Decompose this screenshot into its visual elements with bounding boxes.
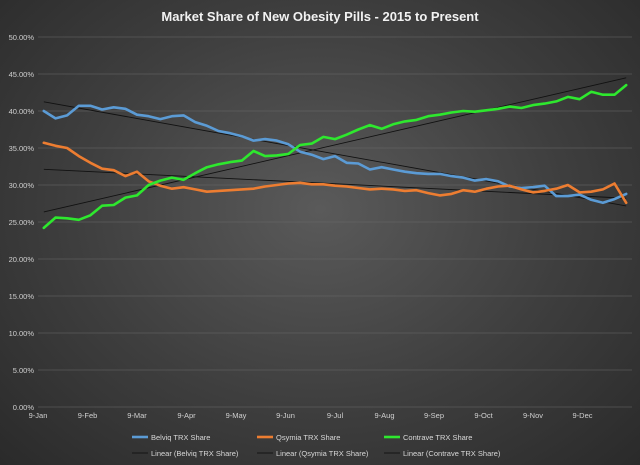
x-tick-label: 9-Jan [29,411,48,420]
x-tick-label: 9-Dec [572,411,592,420]
trendline [43,101,627,207]
legend-label: Qsymia TRX Share [276,433,340,442]
chart-title: Market Share of New Obesity Pills - 2015… [161,9,479,24]
x-tick-label: 9-Feb [78,411,98,420]
x-tick-label: 9-Jul [327,411,344,420]
legend-label: Linear (Contrave TRX Share) [403,449,501,458]
y-tick-label: 40.00% [9,107,35,116]
grid [38,36,632,408]
legend-label: Linear (Belviq TRX Share) [151,449,239,458]
y-tick-label: 10.00% [9,329,35,338]
x-tick-label: 9-Aug [374,411,394,420]
x-tick-label: 9-Oct [474,411,493,420]
x-tick-label: 9-Mar [127,411,147,420]
y-tick-label: 50.00% [9,33,35,42]
series-line [42,104,628,205]
trendline [43,77,627,213]
y-axis-ticks: 0.00% 5.00% 10.00% 15.00% 20.00% 25.00% 30.00%… [9,33,35,412]
y-tick-label: 45.00% [9,70,35,79]
y-tick-label: 20.00% [9,255,35,264]
y-tick-label: 35.00% [9,144,35,153]
legend: Belviq TRX Share Qsymia TRX Share Contrave… [132,433,501,458]
y-tick-label: 5.00% [13,366,35,375]
series-line [42,83,628,230]
legend-label: Contrave TRX Share [403,433,472,442]
legend-label: Linear (Qsymia TRX Share) [276,449,369,458]
legend-label: Belviq TRX Share [151,433,210,442]
x-tick-label: 9-Apr [177,411,196,420]
y-tick-label: 0.00% [13,403,35,412]
series-lines [42,83,628,230]
y-tick-label: 25.00% [9,218,35,227]
x-tick-label: 9-Sep [424,411,444,420]
series-line [42,141,628,205]
x-tick-label: 9-May [226,411,247,420]
x-tick-label: 9-Nov [523,411,543,420]
y-tick-label: 30.00% [9,181,35,190]
x-tick-label: 9-Jun [276,411,295,420]
x-axis-ticks: 9-Jan 9-Feb 9-Mar 9-Apr 9-May 9-Jun 9-Jul 9-Aug… [29,411,593,420]
y-tick-label: 15.00% [9,292,35,301]
